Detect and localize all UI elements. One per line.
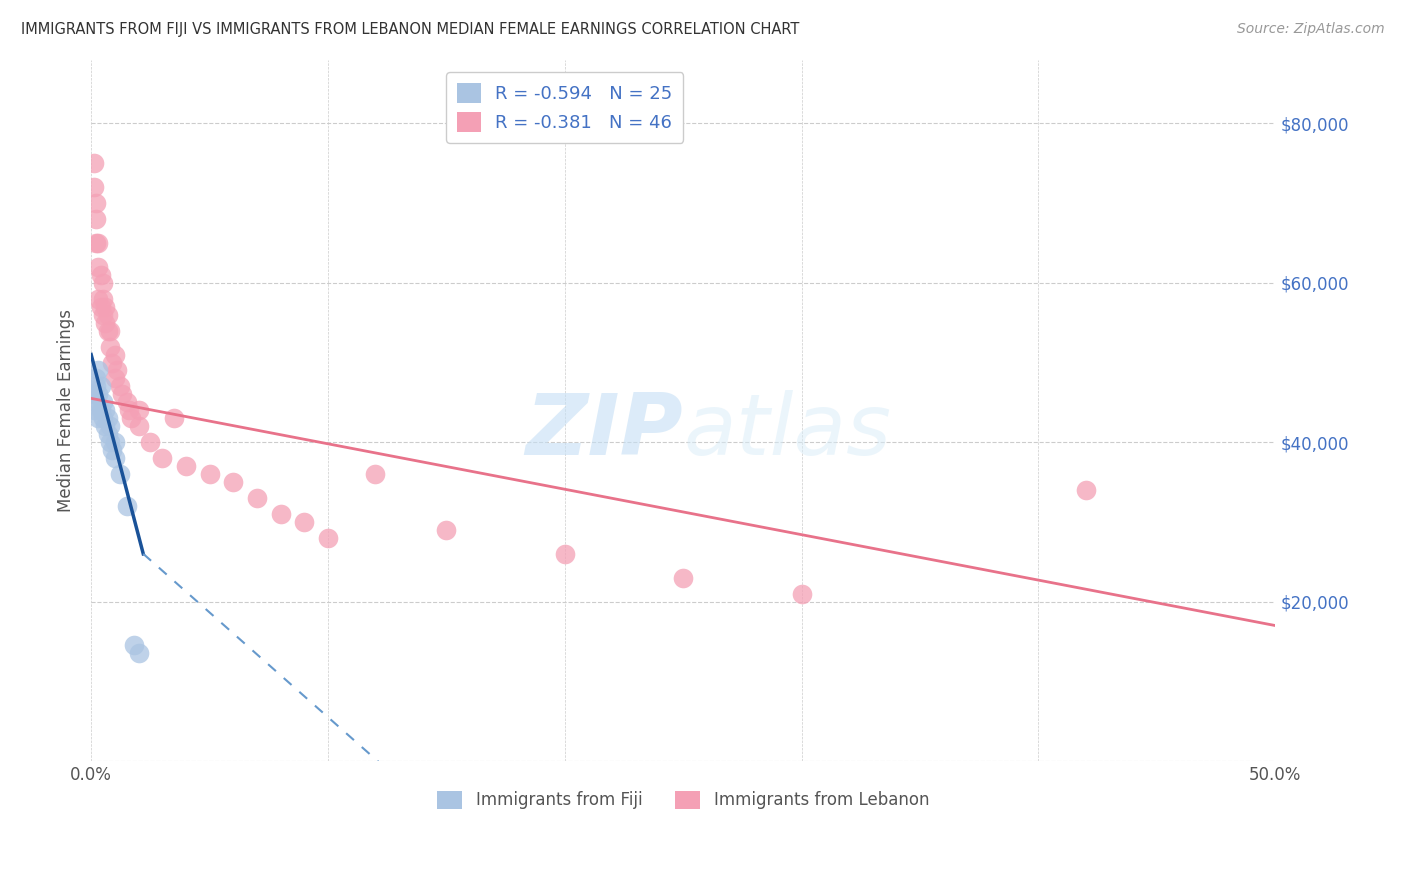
Point: [163, 411, 186, 425]
Point: [91, 395, 114, 409]
Point: [87, 292, 110, 306]
Point: [108, 379, 131, 393]
Point: [554, 547, 576, 561]
Point: [84, 212, 107, 227]
Point: [128, 647, 150, 661]
Point: [198, 467, 221, 482]
Point: [90, 300, 112, 314]
Point: [98, 324, 121, 338]
Point: [104, 451, 127, 466]
Point: [97, 308, 120, 322]
Point: [104, 371, 127, 385]
Point: [98, 340, 121, 354]
Point: [364, 467, 387, 482]
Point: [105, 363, 128, 377]
Point: [101, 355, 124, 369]
Point: [90, 268, 112, 282]
Point: [104, 347, 127, 361]
Point: [94, 403, 117, 417]
Point: [672, 571, 695, 585]
Point: [120, 411, 142, 425]
Point: [246, 491, 269, 505]
Point: [122, 639, 145, 653]
Point: [316, 531, 339, 545]
Point: [90, 403, 112, 417]
Point: [84, 379, 107, 393]
Point: [84, 235, 107, 250]
Point: [91, 308, 114, 322]
Point: [222, 475, 245, 489]
Point: [83, 387, 105, 401]
Point: [128, 403, 150, 417]
Point: [150, 451, 173, 466]
Point: [94, 419, 117, 434]
Point: [84, 196, 107, 211]
Point: [108, 467, 131, 482]
Point: [83, 156, 105, 170]
Point: [84, 371, 107, 385]
Point: [91, 411, 114, 425]
Text: Source: ZipAtlas.com: Source: ZipAtlas.com: [1237, 22, 1385, 37]
Point: [790, 587, 813, 601]
Point: [90, 379, 112, 393]
Point: [98, 435, 121, 450]
Point: [83, 403, 105, 417]
Legend: Immigrants from Fiji, Immigrants from Lebanon: Immigrants from Fiji, Immigrants from Le…: [430, 784, 936, 816]
Point: [115, 499, 138, 513]
Point: [101, 443, 124, 458]
Point: [87, 363, 110, 377]
Point: [91, 292, 114, 306]
Point: [1074, 483, 1097, 497]
Point: [174, 459, 197, 474]
Point: [87, 235, 110, 250]
Point: [436, 523, 458, 537]
Point: [83, 180, 105, 194]
Point: [94, 316, 117, 330]
Point: [91, 276, 114, 290]
Point: [98, 419, 121, 434]
Point: [97, 427, 120, 442]
Point: [87, 411, 110, 425]
Point: [97, 324, 120, 338]
Point: [118, 403, 141, 417]
Y-axis label: Median Female Earnings: Median Female Earnings: [58, 309, 75, 512]
Text: ZIP: ZIP: [526, 390, 683, 473]
Point: [111, 387, 134, 401]
Point: [97, 411, 120, 425]
Point: [139, 435, 162, 450]
Point: [87, 260, 110, 274]
Point: [128, 419, 150, 434]
Point: [94, 300, 117, 314]
Point: [84, 395, 107, 409]
Point: [115, 395, 138, 409]
Point: [104, 435, 127, 450]
Point: [87, 387, 110, 401]
Text: atlas: atlas: [683, 390, 891, 473]
Point: [292, 515, 315, 529]
Point: [270, 507, 292, 521]
Text: IMMIGRANTS FROM FIJI VS IMMIGRANTS FROM LEBANON MEDIAN FEMALE EARNINGS CORRELATI: IMMIGRANTS FROM FIJI VS IMMIGRANTS FROM …: [21, 22, 800, 37]
